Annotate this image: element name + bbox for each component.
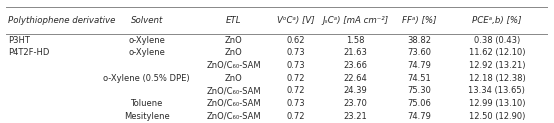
Text: PCEᵃ,b) [%]: PCEᵃ,b) [%]	[472, 16, 522, 25]
Text: ZnO: ZnO	[225, 36, 243, 45]
Text: o-Xylene: o-Xylene	[129, 36, 165, 45]
Text: 13.34 (13.65): 13.34 (13.65)	[469, 86, 525, 95]
Text: 23.21: 23.21	[344, 112, 368, 121]
Text: 12.50 (12.90): 12.50 (12.90)	[469, 112, 525, 121]
Text: o-Xylene (0.5% DPE): o-Xylene (0.5% DPE)	[104, 74, 190, 83]
Text: 38.82: 38.82	[408, 36, 432, 45]
Text: 12.92 (13.21): 12.92 (13.21)	[469, 61, 525, 70]
Text: 12.99 (13.10): 12.99 (13.10)	[469, 99, 525, 108]
Text: 1.58: 1.58	[346, 36, 365, 45]
Text: 12.18 (12.38): 12.18 (12.38)	[469, 74, 525, 83]
Text: 74.51: 74.51	[408, 74, 432, 83]
Text: 11.62 (12.10): 11.62 (12.10)	[469, 48, 525, 57]
Text: 0.72: 0.72	[287, 86, 305, 95]
Text: ZnO/C₆₀-SAM: ZnO/C₆₀-SAM	[206, 86, 261, 95]
Text: 22.64: 22.64	[344, 74, 368, 83]
Text: 23.70: 23.70	[344, 99, 368, 108]
Text: Solvent: Solvent	[131, 16, 163, 25]
Text: 75.30: 75.30	[408, 86, 432, 95]
Text: 0.38 (0.43): 0.38 (0.43)	[474, 36, 520, 45]
Text: 0.62: 0.62	[287, 36, 305, 45]
Text: P3HT: P3HT	[8, 36, 29, 45]
Text: FFᵃ) [%]: FFᵃ) [%]	[402, 16, 437, 25]
Text: ZnO/C₆₀-SAM: ZnO/C₆₀-SAM	[206, 61, 261, 70]
Text: JₛCᵃ) [mA cm⁻²]: JₛCᵃ) [mA cm⁻²]	[322, 16, 389, 25]
Text: 23.66: 23.66	[343, 61, 368, 70]
Text: 75.06: 75.06	[408, 99, 432, 108]
Text: 74.79: 74.79	[408, 61, 432, 70]
Text: P4T2F-HD: P4T2F-HD	[8, 48, 49, 57]
Text: ZnO: ZnO	[225, 74, 243, 83]
Text: 0.73: 0.73	[286, 99, 305, 108]
Text: ZnO: ZnO	[225, 48, 243, 57]
Text: Toluene: Toluene	[131, 99, 163, 108]
Text: 74.79: 74.79	[408, 112, 432, 121]
Text: 0.72: 0.72	[287, 112, 305, 121]
Text: 24.39: 24.39	[344, 86, 368, 95]
Text: ZnO/C₆₀-SAM: ZnO/C₆₀-SAM	[206, 99, 261, 108]
Text: Polythiophene derivative: Polythiophene derivative	[8, 16, 115, 25]
Text: 0.73: 0.73	[286, 48, 305, 57]
Text: 73.60: 73.60	[408, 48, 432, 57]
Text: ZnO/C₆₀-SAM: ZnO/C₆₀-SAM	[206, 112, 261, 121]
Text: o-Xylene: o-Xylene	[129, 48, 165, 57]
Text: Mesitylene: Mesitylene	[124, 112, 170, 121]
Text: 0.73: 0.73	[286, 61, 305, 70]
Text: VᵒCᵃ) [V]: VᵒCᵃ) [V]	[277, 16, 315, 25]
Text: 21.63: 21.63	[344, 48, 368, 57]
Text: 0.72: 0.72	[287, 74, 305, 83]
Text: ETL: ETL	[226, 16, 242, 25]
